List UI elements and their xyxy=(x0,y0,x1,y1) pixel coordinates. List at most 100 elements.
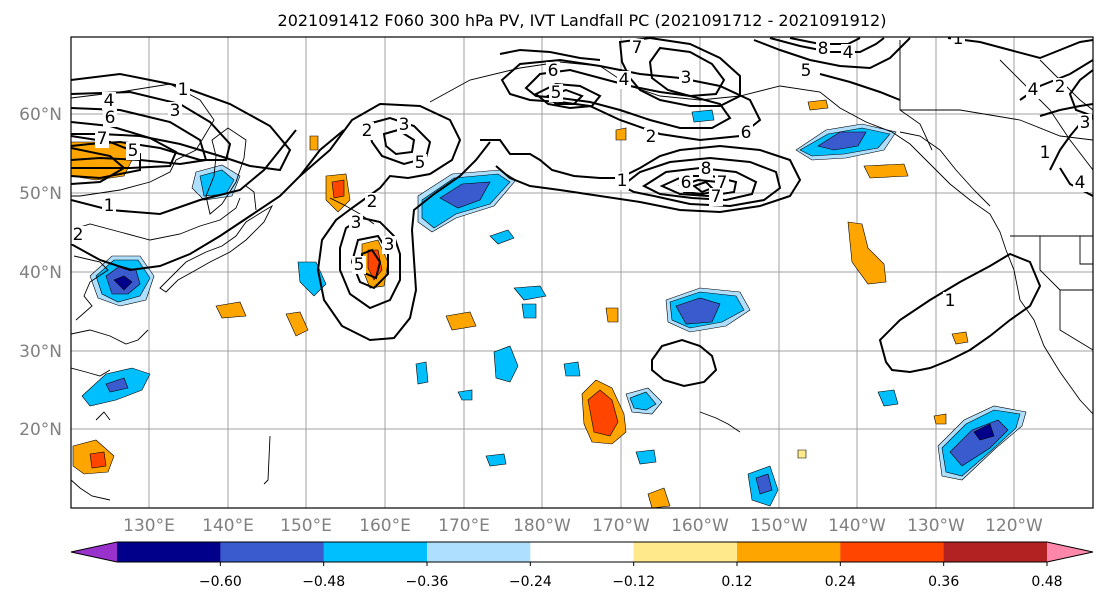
colorbar-segment xyxy=(323,542,428,562)
colorbar-segment xyxy=(943,542,1048,562)
lon-label: 150°W xyxy=(750,516,808,536)
contour-label: 3 xyxy=(384,235,395,255)
lon-label: 160°W xyxy=(671,516,729,536)
lon-label: 130°E xyxy=(123,516,175,536)
shade-cyan-center xyxy=(629,391,657,411)
colorbar-segment xyxy=(530,542,635,562)
shade-red-sw-corner xyxy=(89,451,107,469)
contour-label: 3 xyxy=(351,213,362,233)
contour-label: 3 xyxy=(399,115,410,135)
contour-label-bg xyxy=(699,160,713,178)
contour-label-bg xyxy=(168,102,182,120)
contour-label: 6 xyxy=(105,108,116,128)
shade-orange-152w xyxy=(647,487,671,508)
shade-orange-147w xyxy=(797,449,807,459)
contour-label: 4 xyxy=(843,43,854,63)
colorbar-tick-label: 0.12 xyxy=(721,574,752,590)
shade-red-160e xyxy=(367,249,383,281)
contour-label-bg xyxy=(644,128,658,146)
shade-orange-140w xyxy=(847,221,887,285)
contour-label: 7 xyxy=(632,38,643,58)
colorbar-segment xyxy=(633,542,738,562)
shade-orange-150e xyxy=(285,311,309,337)
contour-label: 2 xyxy=(367,192,378,212)
contour-label: 2 xyxy=(1055,77,1066,97)
shade-red-155e xyxy=(331,179,345,199)
colorbar-extend-right xyxy=(1047,542,1093,562)
contour-label: 6 xyxy=(681,173,692,193)
shade-orange-130w xyxy=(933,413,947,425)
contour-label-bg xyxy=(102,197,116,215)
contour-label-bg xyxy=(360,122,374,140)
lat-label: 20°N xyxy=(19,420,62,440)
lon-label: 180°W xyxy=(513,516,571,536)
lat-label: 50°N xyxy=(19,184,62,204)
contour-label-bg xyxy=(382,236,396,254)
contour-label: 2 xyxy=(73,225,84,245)
lon-label: 140°E xyxy=(202,516,254,536)
contour-label: 8 xyxy=(818,39,829,59)
shade-cyan-174e xyxy=(493,345,519,383)
shade-red-center xyxy=(587,389,619,437)
contour-label: 4 xyxy=(619,70,630,90)
contour-label: 5 xyxy=(801,61,812,81)
contour-label: 2 xyxy=(646,127,657,147)
lon-label: 160°E xyxy=(359,516,411,536)
contour-label: 4 xyxy=(1028,80,1039,100)
contour-label: 3 xyxy=(1080,113,1091,133)
colorbar-segment xyxy=(427,542,531,562)
lat-label: 30°N xyxy=(19,342,62,362)
shade-orange-137e xyxy=(309,135,319,151)
colorbar-extend-left xyxy=(71,542,117,562)
colorbar-tick-label: −0.12 xyxy=(612,574,655,590)
colorbar-segment xyxy=(840,542,945,562)
colorbar-tick-label: 0.24 xyxy=(825,574,856,590)
contour-label-bg xyxy=(679,174,693,192)
contour-label-bg xyxy=(630,39,644,57)
shade-cyan-133w xyxy=(877,389,899,407)
shade-orange-141e xyxy=(215,301,247,319)
contour-label: 5 xyxy=(415,153,426,173)
shade-orange-gulf xyxy=(863,163,909,179)
contour-label: 1 xyxy=(953,29,964,49)
contour-label: 3 xyxy=(170,101,181,121)
contour-label: 1 xyxy=(178,80,189,100)
contour-label-bg xyxy=(349,214,363,232)
contour-label-bg xyxy=(176,81,190,99)
shade-orange-127w xyxy=(951,331,969,345)
shade-navy-korea xyxy=(113,275,133,291)
colorbar-tick-label: −0.60 xyxy=(199,574,242,590)
shade-navy-se xyxy=(973,423,995,441)
colorbar-segment xyxy=(737,542,841,562)
contour-label-bg xyxy=(679,69,693,87)
lat-label: 40°N xyxy=(19,263,62,283)
contour-label: 5 xyxy=(354,255,365,275)
shade-orange-170w-b xyxy=(605,307,619,323)
contour-label-bg xyxy=(95,130,109,148)
shade-cyan-170e-s xyxy=(457,389,473,401)
ivt-pc-shading xyxy=(71,99,1027,508)
lon-label: 130°W xyxy=(907,516,965,536)
contour-label: 8 xyxy=(701,159,712,179)
shade-blue-gulf xyxy=(817,131,867,151)
contour-label-bg xyxy=(1053,78,1067,96)
contour-label-bg xyxy=(549,84,563,102)
shade-cyan-165e-s xyxy=(415,361,429,385)
lat-label: 60°N xyxy=(19,105,62,125)
contour-label-bg xyxy=(71,226,85,244)
contour-label-bg xyxy=(1073,174,1087,192)
map-title: 2021091412 F060 300 hPa PV, IVT Landfall… xyxy=(278,11,887,30)
shade-cyan-ak3 xyxy=(691,109,715,123)
contour-label: 7 xyxy=(717,173,728,193)
contour-label: 7 xyxy=(711,187,722,207)
contour-label-bg xyxy=(103,109,117,127)
coastlines xyxy=(71,40,1093,501)
contour-label-bg xyxy=(546,62,560,80)
contour-label: 7 xyxy=(97,129,108,149)
colorbar: −0.60 −0.48 −0.36 −0.24 −0.12 0.12 0.24 0.36 0.4… xyxy=(70,541,1094,590)
contour-label-bg xyxy=(615,172,629,190)
shade-blue-165e xyxy=(439,181,491,209)
contour-label: 6 xyxy=(548,61,559,81)
contour-label: 1 xyxy=(945,291,956,311)
shade-cyan-170w xyxy=(635,449,657,465)
